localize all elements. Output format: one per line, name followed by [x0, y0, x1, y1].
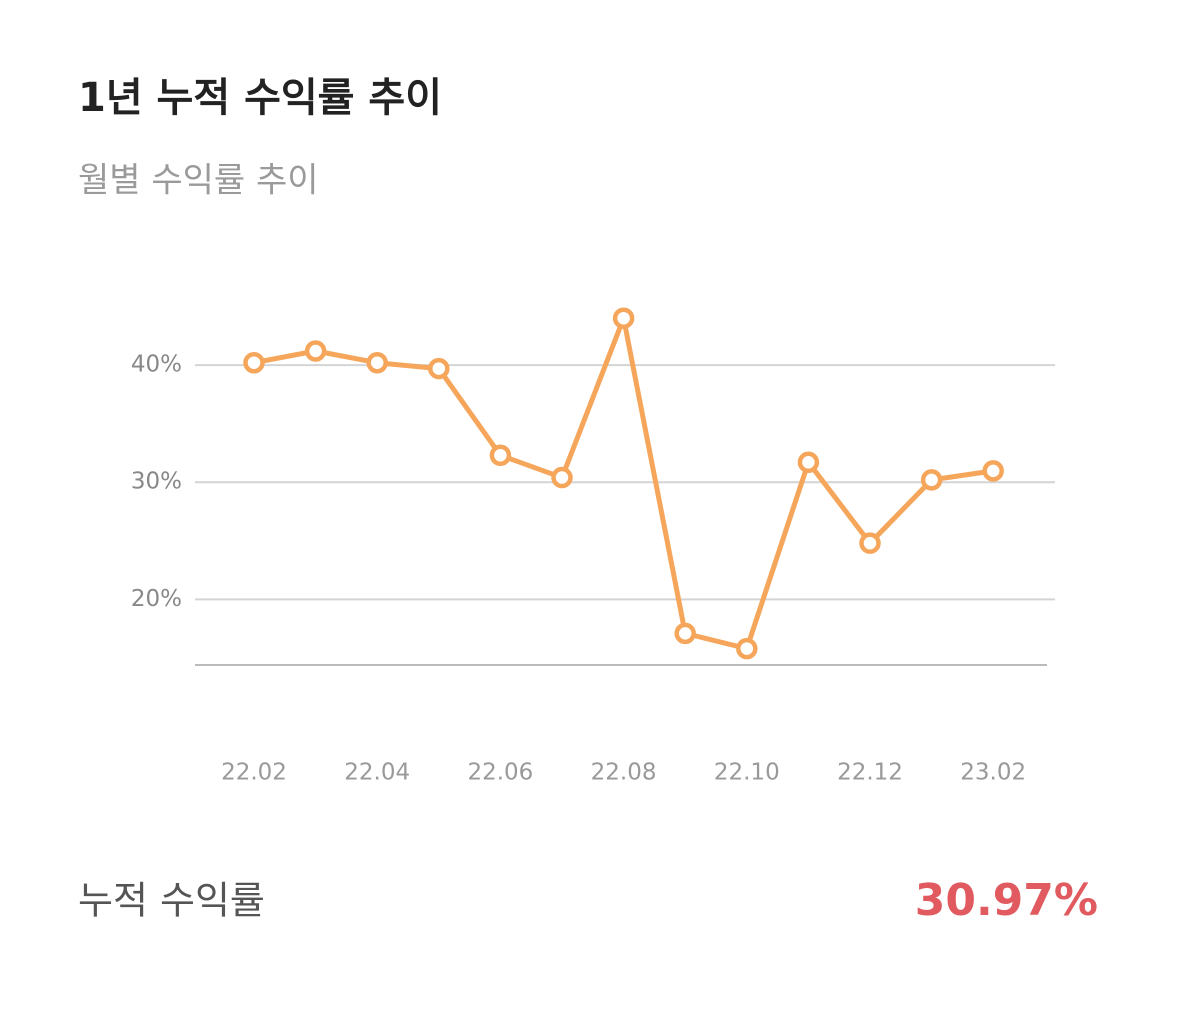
x-tick-label: 22.06: [467, 760, 533, 786]
y-tick-label: 30%: [131, 469, 182, 495]
x-tick-label: 22.02: [221, 760, 287, 786]
y-tick-label: 40%: [131, 352, 182, 378]
x-tick-label: 22.04: [344, 760, 410, 786]
point: [674, 622, 696, 645]
point: [859, 532, 881, 554]
point: [797, 451, 820, 474]
chart-title: 1년 누적 수익률 추이: [78, 75, 442, 121]
point: [736, 637, 758, 660]
y-tick-label: 20%: [131, 586, 182, 612]
point: [982, 460, 1004, 482]
point: [243, 351, 265, 374]
x-tick-label: 22.10: [714, 760, 780, 786]
summary-value: 30.97%: [915, 875, 1098, 926]
x-tick-label: 22.08: [591, 760, 657, 786]
point: [304, 340, 327, 362]
point: [612, 307, 635, 329]
point: [551, 466, 573, 489]
summary-label: 누적 수익률: [78, 879, 265, 923]
chart-subtitle: 월별 수익률 추이: [78, 161, 319, 201]
x-tick-label: 22.12: [837, 760, 903, 786]
point: [366, 351, 388, 374]
x-tick-label: 23.02: [960, 760, 1026, 786]
point: [489, 444, 512, 467]
point: [428, 357, 450, 380]
point: [920, 469, 943, 491]
